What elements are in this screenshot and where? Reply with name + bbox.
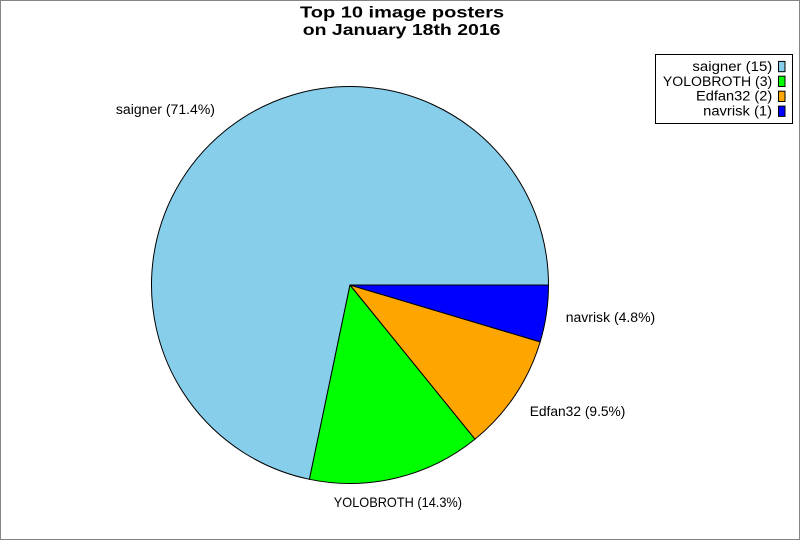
svg-text:Edfan32 (9.5%): Edfan32 (9.5%) <box>530 403 626 419</box>
svg-text:on January 18th 2016: on January 18th 2016 <box>303 21 501 39</box>
svg-text:YOLOBROTH (14.3%): YOLOBROTH (14.3%) <box>334 494 462 510</box>
svg-text:navrisk (1): navrisk (1) <box>703 104 772 120</box>
svg-text:Edfan32 (2): Edfan32 (2) <box>696 89 772 105</box>
svg-text:saigner (15): saigner (15) <box>692 59 772 74</box>
svg-text:YOLOBROTH (3): YOLOBROTH (3) <box>663 73 772 89</box>
svg-text:Top 10 image posters: Top 10 image posters <box>300 3 504 21</box>
svg-text:navrisk (4.8%): navrisk (4.8%) <box>566 309 656 325</box>
svg-text:saigner (71.4%): saigner (71.4%) <box>116 101 215 117</box>
